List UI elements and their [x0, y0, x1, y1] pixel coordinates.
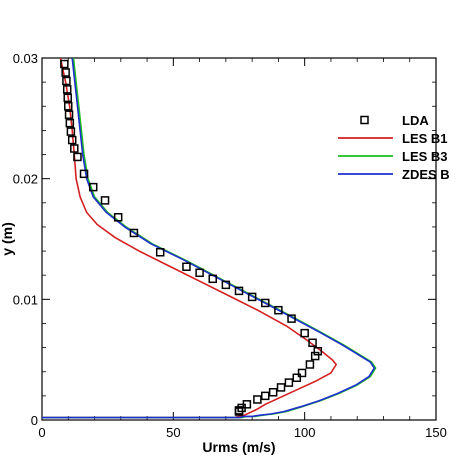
lda-marker — [195, 268, 204, 278]
y-axis-label: y (m) — [0, 222, 15, 255]
legend: LDA LES B1 LES B3 ZDES B — [338, 113, 450, 182]
lda-marker — [63, 93, 72, 103]
lda-marker — [88, 182, 98, 192]
lda-marker — [64, 110, 74, 119]
lda-marker — [66, 127, 76, 136]
lda-marker — [113, 213, 123, 222]
lda-marker — [65, 118, 75, 128]
axis-ticks: 0 50 100 150 0 0.01 0.02 0.03 — [13, 51, 447, 440]
y-tick-label: 0 — [31, 413, 38, 428]
lda-marker — [208, 274, 217, 284]
lda-marker — [234, 286, 244, 296]
lda-marker — [64, 102, 73, 111]
y-tick-label: 0.02 — [13, 172, 38, 187]
lda-marker — [268, 387, 278, 397]
y-tick-label: 0.01 — [13, 292, 38, 307]
lda-marker — [100, 196, 110, 205]
lda-marker — [62, 85, 72, 94]
lda-marker — [274, 305, 283, 315]
lda-marker — [182, 262, 191, 272]
x-tick-label: 50 — [166, 425, 180, 440]
lda-marker — [247, 292, 257, 302]
lda-marker — [70, 144, 79, 153]
x-tick-label: 150 — [425, 425, 447, 440]
series-layer — [42, 58, 377, 419]
lda-marker — [60, 59, 69, 69]
lda-marker — [73, 152, 82, 162]
lda-marker — [297, 368, 307, 378]
lda-marker — [305, 360, 315, 369]
lda-marker — [276, 383, 286, 392]
lda-marker — [310, 351, 320, 361]
plot-frame — [41, 57, 437, 421]
lda-marker — [155, 248, 165, 257]
lda-marker — [61, 68, 70, 77]
lda-marker — [234, 407, 244, 416]
series-line-les-b1 — [42, 58, 338, 419]
lda-marker — [300, 328, 309, 338]
lda-marker — [284, 378, 294, 387]
y-tick-label: 0.03 — [13, 51, 38, 66]
x-tick-label: 100 — [294, 425, 316, 440]
lda-marker — [129, 228, 139, 238]
legend-label-les-b1: LES B1 — [402, 131, 448, 146]
lda-marker — [253, 395, 262, 404]
lda-marker — [292, 373, 302, 383]
lda-marker — [62, 76, 71, 86]
lda-marker — [67, 135, 77, 145]
lda-marker — [308, 338, 317, 348]
lda-marker — [261, 298, 270, 308]
legend-label-les-b3: LES B3 — [402, 149, 448, 164]
legend-label-zdes-b: ZDES B — [402, 167, 450, 182]
lda-marker — [313, 346, 323, 356]
lda-marker — [261, 391, 270, 401]
legend-marker-lda — [360, 115, 369, 125]
series-line-les-b3 — [42, 58, 377, 419]
series-line-zdes-b — [42, 58, 376, 419]
x-axis-label: Urms (m/s) — [202, 439, 275, 455]
legend-label-lda: LDA — [402, 113, 429, 128]
lda-marker — [287, 314, 296, 323]
x-tick-label: 0 — [38, 425, 45, 440]
lda-marker — [79, 169, 89, 179]
lda-marker — [221, 280, 231, 290]
